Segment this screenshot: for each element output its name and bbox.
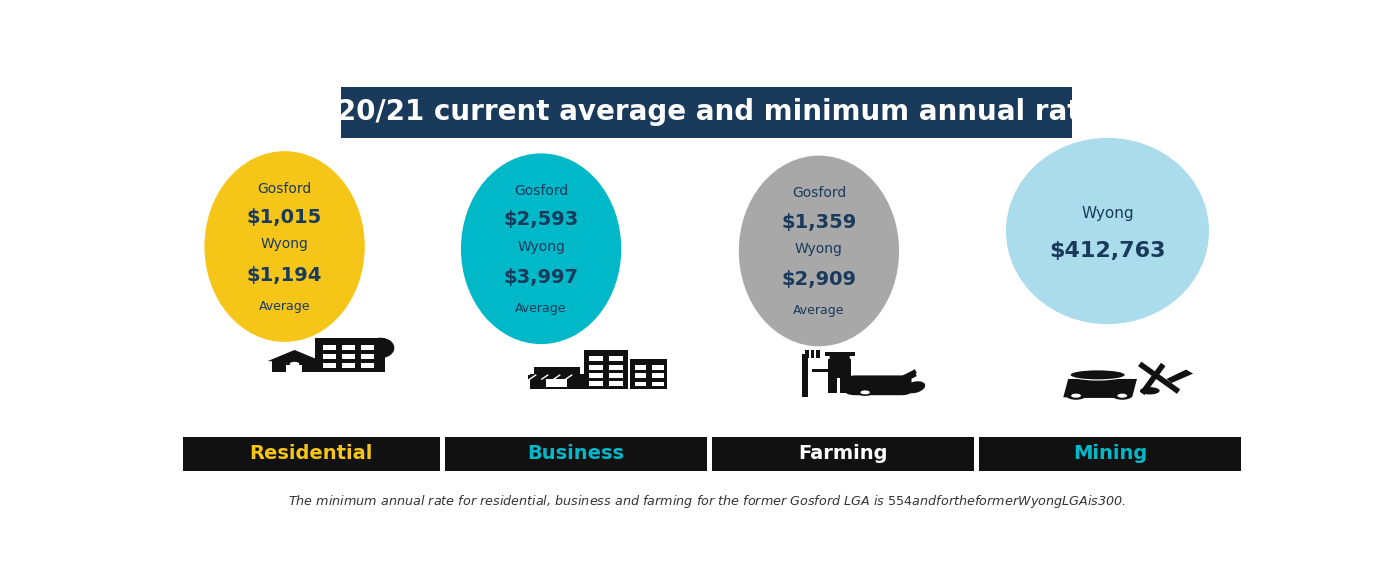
Ellipse shape (1007, 138, 1209, 324)
Text: Wyong: Wyong (517, 240, 565, 253)
Ellipse shape (1113, 392, 1132, 400)
Text: Average: Average (516, 302, 567, 315)
Text: Wyong: Wyong (1081, 206, 1134, 221)
Bar (811, 350, 815, 358)
Bar (314, 338, 386, 373)
Text: Mining: Mining (1073, 444, 1147, 463)
Bar (805, 350, 808, 358)
Bar (361, 346, 374, 350)
FancyBboxPatch shape (825, 352, 855, 355)
Text: Business: Business (527, 444, 625, 463)
Text: $1,359: $1,359 (782, 213, 856, 232)
Ellipse shape (856, 389, 873, 396)
Ellipse shape (1117, 393, 1127, 397)
FancyBboxPatch shape (528, 375, 586, 379)
Bar (361, 363, 374, 368)
Polygon shape (268, 350, 321, 361)
Ellipse shape (1070, 370, 1125, 380)
Text: $2,909: $2,909 (782, 270, 856, 289)
Text: $412,763: $412,763 (1049, 241, 1165, 261)
Bar (610, 381, 623, 386)
Ellipse shape (860, 391, 870, 395)
Ellipse shape (888, 377, 913, 390)
Text: Gosford: Gosford (514, 184, 568, 198)
Text: Gosford: Gosford (792, 186, 847, 200)
Text: Farming: Farming (798, 444, 888, 463)
Text: $3,997: $3,997 (503, 268, 579, 287)
Ellipse shape (739, 156, 899, 346)
Bar (816, 350, 821, 358)
Ellipse shape (905, 381, 925, 393)
Bar (630, 359, 667, 389)
Bar (272, 361, 317, 373)
Text: Residential: Residential (250, 444, 372, 463)
Bar (840, 377, 848, 393)
Bar (979, 437, 1241, 471)
Polygon shape (1167, 370, 1193, 383)
Bar (634, 373, 647, 378)
Ellipse shape (1140, 387, 1160, 395)
Text: The minimum annual rate for residential, business and farming for the former Gos: The minimum annual rate for residential,… (288, 493, 1125, 510)
Bar (589, 365, 603, 370)
Bar (378, 358, 383, 373)
Bar (323, 346, 336, 350)
Bar (183, 437, 440, 471)
Ellipse shape (829, 353, 849, 362)
Text: $1,194: $1,194 (247, 266, 323, 285)
Bar (583, 350, 627, 389)
Bar (342, 354, 354, 359)
Bar (589, 373, 603, 378)
Bar (323, 354, 336, 359)
Bar (589, 381, 603, 386)
Bar (634, 365, 647, 370)
Text: Gosford: Gosford (258, 182, 312, 196)
Text: Wyong: Wyong (796, 242, 843, 256)
Bar (445, 437, 707, 471)
Bar (342, 346, 354, 350)
Ellipse shape (204, 151, 365, 342)
Bar (361, 354, 374, 359)
Bar (589, 357, 603, 361)
Bar (530, 374, 583, 389)
Bar (634, 381, 647, 386)
Ellipse shape (1066, 392, 1085, 400)
Bar (546, 379, 567, 388)
Text: $2,593: $2,593 (503, 210, 579, 229)
Bar (652, 373, 663, 378)
Bar (811, 369, 829, 373)
Ellipse shape (367, 338, 394, 358)
Bar (829, 359, 851, 378)
Bar (287, 365, 302, 373)
Bar (610, 357, 623, 361)
Text: Wyong: Wyong (261, 237, 309, 251)
Text: $1,015: $1,015 (247, 208, 323, 227)
FancyBboxPatch shape (341, 87, 1073, 138)
FancyBboxPatch shape (845, 376, 912, 395)
Ellipse shape (1071, 393, 1081, 397)
Bar (323, 363, 336, 368)
Bar (534, 367, 581, 375)
Ellipse shape (1067, 367, 1128, 381)
Ellipse shape (290, 362, 299, 366)
Text: Average: Average (793, 304, 845, 317)
Bar (652, 365, 663, 370)
Bar (610, 373, 623, 378)
Bar (712, 437, 974, 471)
Text: 2020/21 current average and minimum annual rates: 2020/21 current average and minimum annu… (298, 98, 1116, 126)
Bar (829, 377, 837, 393)
Ellipse shape (461, 153, 622, 344)
Polygon shape (1063, 379, 1138, 397)
Text: Average: Average (259, 300, 310, 313)
Bar (652, 381, 663, 386)
Bar (610, 365, 623, 370)
Bar (803, 354, 808, 397)
Bar (342, 363, 354, 368)
